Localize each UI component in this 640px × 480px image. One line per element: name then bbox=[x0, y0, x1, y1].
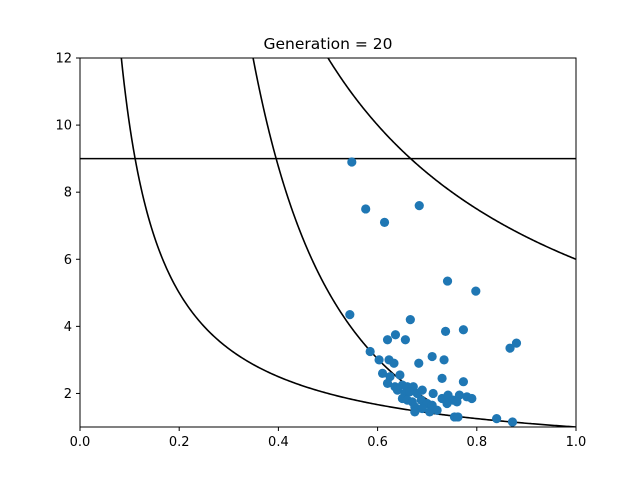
scatter-point bbox=[382, 378, 393, 388]
x-tick-label: 0.0 bbox=[70, 435, 91, 450]
scatter-point bbox=[345, 310, 355, 320]
scatter-point bbox=[379, 217, 390, 227]
chart-title: Generation = 20 bbox=[263, 35, 392, 53]
x-tick-label: 0.2 bbox=[169, 435, 190, 450]
y-tick-label: 12 bbox=[55, 52, 72, 67]
x-axis: 0.0 0.2 0.4 0.6 0.8 1.0 bbox=[70, 427, 587, 450]
scatter-point bbox=[389, 358, 399, 368]
scatter-point bbox=[440, 326, 451, 336]
scatter-point bbox=[417, 385, 427, 395]
scatter-point bbox=[458, 377, 469, 387]
scatter-point bbox=[414, 201, 424, 211]
reference-curve-3 bbox=[327, 58, 576, 261]
y-tick-label: 4 bbox=[64, 320, 72, 335]
y-tick-label: 10 bbox=[55, 119, 72, 134]
scatter-point bbox=[458, 325, 469, 335]
scatter-point bbox=[467, 393, 477, 404]
scatter-point bbox=[405, 387, 415, 397]
reference-curve-1 bbox=[120, 58, 576, 427]
scatter-point bbox=[400, 335, 410, 345]
scatter-point bbox=[442, 276, 453, 286]
scatter-point bbox=[405, 315, 415, 325]
scatter-point bbox=[392, 385, 403, 395]
scatter-point bbox=[427, 351, 437, 362]
reference-lines bbox=[80, 58, 576, 427]
scatter-point bbox=[374, 355, 384, 365]
scatter-point bbox=[390, 330, 401, 340]
scatter-point bbox=[428, 388, 438, 399]
scatter-point bbox=[395, 370, 405, 380]
scatter-point bbox=[471, 286, 481, 296]
scatter-point bbox=[414, 358, 424, 368]
scatter-point bbox=[382, 335, 393, 345]
scatter-point bbox=[410, 407, 420, 417]
y-tick-label: 6 bbox=[64, 253, 72, 268]
scatter-point bbox=[427, 400, 437, 410]
reference-curve-2 bbox=[252, 58, 429, 401]
scatter-point bbox=[347, 157, 357, 167]
y-tick-label: 2 bbox=[64, 387, 72, 402]
scatter-point bbox=[437, 373, 447, 383]
plot-frame bbox=[79, 57, 577, 428]
data-points bbox=[345, 157, 522, 427]
scatter-point bbox=[439, 355, 449, 365]
scatter-point bbox=[507, 417, 518, 427]
scatter-point bbox=[365, 346, 375, 357]
x-tick-label: 0.4 bbox=[268, 435, 289, 450]
scatter-point bbox=[453, 412, 463, 422]
y-tick-label: 8 bbox=[64, 186, 72, 201]
scatter-point bbox=[442, 398, 452, 409]
x-tick-label: 1.0 bbox=[566, 435, 587, 450]
scatter-point bbox=[361, 204, 371, 214]
scatter-point bbox=[492, 414, 502, 424]
x-tick-label: 0.8 bbox=[466, 435, 487, 450]
scatter-point bbox=[417, 403, 427, 414]
scatter-point bbox=[505, 343, 515, 353]
scatter-point bbox=[452, 397, 462, 407]
scatter-point bbox=[377, 368, 388, 378]
y-axis: 2 4 6 8 10 12 bbox=[55, 52, 80, 402]
scatter-point bbox=[511, 338, 522, 348]
x-tick-label: 0.6 bbox=[367, 435, 388, 450]
